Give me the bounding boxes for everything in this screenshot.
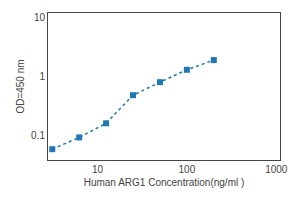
svg-text:OD=450 nm: OD=450 nm <box>15 59 26 113</box>
svg-text:10: 10 <box>92 164 104 175</box>
svg-text:1000: 1000 <box>265 164 288 175</box>
svg-text:1: 1 <box>39 71 45 82</box>
svg-text:10: 10 <box>34 12 46 23</box>
svg-text:Human ARG1 Concentration(ng/ml: Human ARG1 Concentration(ng/ml ) <box>84 177 245 188</box>
svg-text:0.1: 0.1 <box>31 130 45 141</box>
svg-text:100: 100 <box>179 164 196 175</box>
